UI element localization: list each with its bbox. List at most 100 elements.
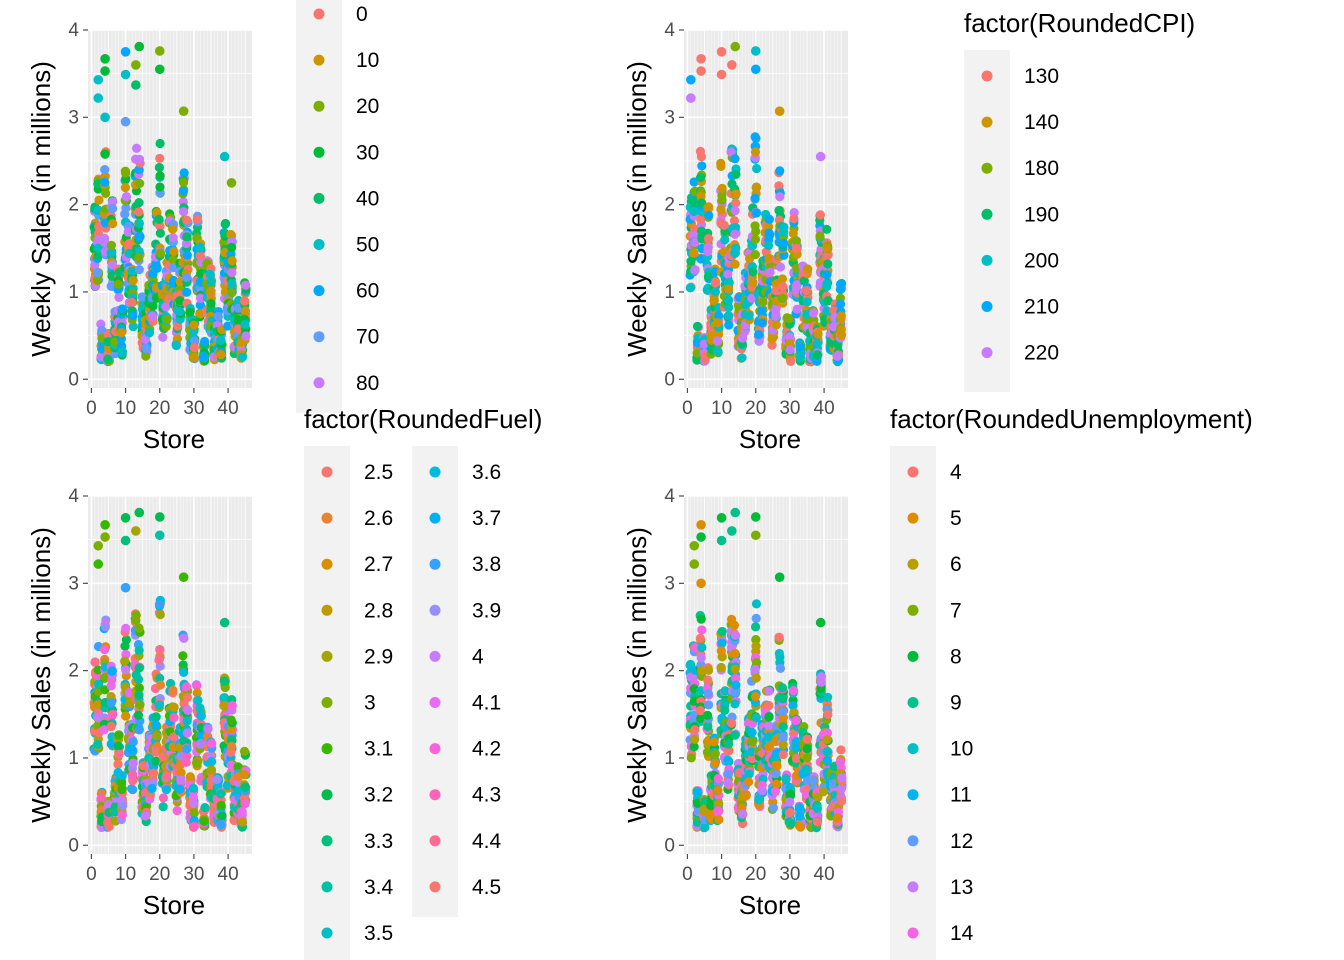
data-point [751, 673, 761, 683]
data-point [713, 773, 723, 784]
data-point [212, 774, 222, 785]
data-point-high [178, 106, 189, 117]
data-point-high [131, 80, 141, 90]
data-point [757, 306, 767, 316]
data-point [778, 740, 788, 750]
data-point [750, 250, 760, 260]
data-point [134, 623, 144, 633]
data-point [748, 267, 758, 277]
data-point [791, 743, 801, 753]
data-point [226, 741, 237, 751]
data-point [94, 195, 104, 205]
data-point [802, 297, 812, 307]
legend-label: 0 [356, 3, 368, 26]
legend-label: 30 [356, 141, 379, 164]
x-tick-label: 0 [682, 398, 693, 419]
data-point [120, 641, 130, 651]
legend-key [907, 604, 919, 616]
data-point [141, 351, 151, 361]
data-point [833, 351, 843, 361]
data-point [93, 250, 103, 261]
x-tick-label: 20 [149, 864, 170, 885]
data-point [717, 626, 727, 637]
data-point [128, 311, 138, 321]
data-point [131, 615, 141, 625]
data-point [158, 793, 168, 803]
data-point [189, 798, 199, 809]
data-point [93, 739, 103, 749]
data-point-high [120, 582, 131, 593]
legend-label: 3 [364, 692, 376, 715]
data-point-high [750, 46, 761, 56]
data-point [723, 269, 733, 279]
data-point [686, 753, 696, 763]
data-point [764, 712, 774, 722]
data-point [801, 286, 812, 296]
data-point [120, 656, 130, 666]
data-point [92, 275, 103, 285]
data-point-high [716, 69, 727, 80]
data-point [182, 692, 193, 702]
x-tick-label: 10 [711, 398, 732, 419]
data-point [786, 356, 796, 366]
data-point-high [750, 512, 761, 522]
data-point [730, 154, 740, 164]
legend-title: factor(RoundedFuel) [304, 404, 542, 434]
data-point [836, 324, 846, 335]
data-point [695, 633, 705, 643]
data-point [772, 761, 782, 771]
data-point [696, 653, 706, 663]
data-point [219, 701, 229, 711]
legend-label: 10 [356, 49, 379, 72]
data-point [730, 630, 741, 641]
data-point [240, 319, 250, 329]
legend-key [981, 162, 993, 174]
data-point [750, 691, 761, 702]
data-point-high [100, 112, 110, 123]
data-point [689, 206, 699, 217]
data-point [99, 725, 109, 735]
legend-title: factor(RoundedCPI) [964, 8, 1195, 38]
data-point [754, 795, 764, 805]
data-point [695, 173, 706, 183]
data-point [778, 706, 788, 716]
data-point [149, 768, 159, 778]
y-tick-label: 0 [664, 369, 675, 390]
data-point [700, 822, 710, 833]
data-point [154, 214, 164, 224]
data-point [155, 153, 165, 163]
data-point [107, 666, 118, 676]
data-point [240, 798, 250, 809]
data-point [730, 730, 740, 740]
data-point [690, 725, 700, 735]
data-point [106, 721, 116, 732]
data-point-high [93, 559, 104, 569]
data-point [135, 178, 145, 189]
data-point [716, 161, 726, 171]
data-point [822, 270, 832, 280]
y-tick-label: 2 [664, 661, 675, 682]
data-point [133, 710, 144, 720]
data-point-high [100, 54, 110, 64]
legend-key [321, 558, 333, 570]
data-point [189, 821, 199, 831]
data-point [162, 771, 172, 782]
data-point [118, 800, 128, 811]
data-point [206, 277, 216, 287]
data-point [703, 688, 713, 699]
y-tick-label: 3 [68, 573, 79, 594]
legend-key [321, 789, 333, 801]
data-point [750, 664, 760, 675]
data-point [717, 638, 727, 648]
data-point [778, 694, 788, 704]
data-point [169, 702, 179, 712]
legend-label: 130 [1024, 65, 1059, 88]
legend-key [321, 466, 333, 478]
data-point [155, 645, 165, 655]
data-point [121, 623, 131, 633]
data-point [155, 610, 165, 620]
data-point [107, 203, 118, 214]
data-point [737, 353, 747, 363]
legend-key [321, 697, 333, 708]
legend-label: 200 [1024, 249, 1059, 272]
